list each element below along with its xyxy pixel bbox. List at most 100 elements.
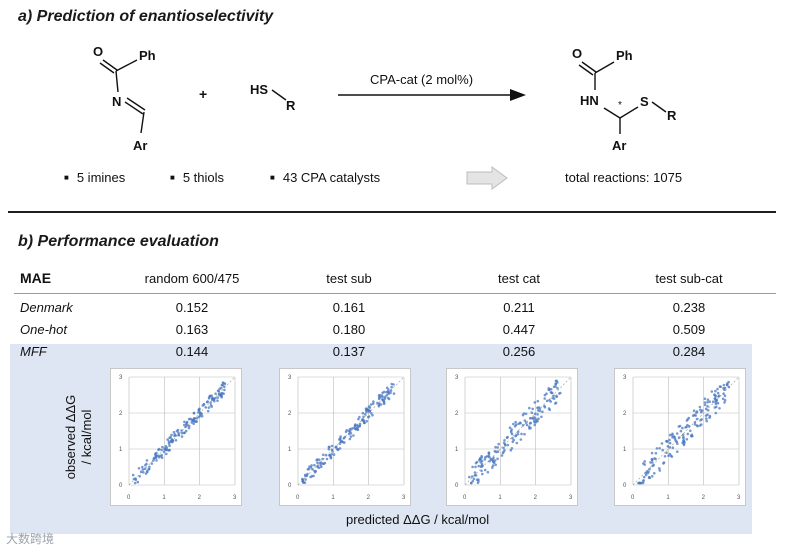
scatter-point — [555, 395, 558, 399]
tick-label: 2 — [288, 411, 292, 417]
scatter-point — [348, 437, 352, 441]
scatter-point — [160, 448, 163, 452]
scatter-point — [204, 406, 208, 409]
scatter-point — [533, 401, 537, 404]
scatter-point — [362, 421, 366, 424]
tick-label: 1 — [331, 495, 335, 501]
scatter-point — [187, 426, 191, 430]
plus-sign: + — [199, 86, 208, 102]
scatter-point — [161, 445, 164, 449]
scatter-point — [537, 406, 541, 409]
scatter-point — [718, 385, 722, 388]
scatter-point — [315, 458, 318, 462]
scatter-point — [492, 460, 495, 464]
scatter-point — [695, 417, 699, 421]
scatter-point — [139, 470, 143, 473]
scatter-point — [492, 456, 495, 459]
scatter-point — [556, 387, 559, 390]
scatter-point — [197, 411, 200, 414]
scatter-point — [481, 472, 484, 476]
product-sulfur: S — [640, 94, 649, 109]
scatter-point — [514, 420, 517, 424]
scatter-point — [312, 474, 315, 478]
scatter-point — [131, 473, 135, 477]
scatter-point — [503, 439, 506, 442]
cell-value: 0.163 — [175, 322, 209, 337]
scatter-point — [487, 451, 491, 454]
scatter-point — [531, 407, 534, 411]
scatter-point — [361, 419, 364, 422]
header-mae: MAE — [20, 270, 52, 286]
scatter-point — [155, 454, 158, 458]
scatter-point — [385, 394, 389, 397]
scatter-point — [175, 429, 179, 433]
scatter-point — [471, 465, 474, 469]
scatter-point — [512, 422, 515, 426]
scatter-point — [189, 417, 192, 421]
scatter-point — [494, 445, 497, 449]
scatter-point — [308, 465, 311, 468]
scatter-point — [192, 422, 195, 425]
scatter-point — [323, 461, 327, 465]
scatter-point — [677, 436, 681, 439]
tick-label: 1 — [623, 447, 627, 453]
scatter-point — [389, 389, 393, 392]
scatter-point — [491, 466, 494, 469]
scatter-point — [686, 432, 690, 436]
scatter-point — [705, 417, 708, 420]
scatter-point — [357, 417, 360, 421]
imine-aryl: Ar — [133, 138, 147, 153]
scatter-point — [510, 428, 513, 431]
y-axis-label: observed ΔΔG / kcal/mol — [63, 377, 97, 497]
scatter-point — [382, 400, 386, 403]
scatter-point — [668, 433, 672, 437]
scatter-point — [647, 470, 650, 473]
tick-label: 3 — [455, 375, 459, 381]
scatter-point — [519, 438, 523, 441]
tick-label: 0 — [296, 495, 300, 501]
section-b-title: b) Performance evaluation — [18, 233, 219, 250]
scatter-point — [662, 462, 665, 465]
scatter-point — [545, 399, 549, 403]
total-reactions: total reactions: 1075 — [565, 170, 683, 185]
scatter-point — [221, 381, 225, 384]
scatter-point — [137, 467, 141, 470]
scatter-point — [533, 423, 536, 427]
scatter-point — [327, 445, 331, 449]
scatter-point — [666, 445, 670, 448]
scatter-point — [210, 394, 213, 397]
scatter-point — [673, 437, 677, 441]
scatter-point — [387, 392, 390, 396]
scatter-point — [658, 447, 661, 450]
scatter-point — [514, 423, 518, 427]
scatter-point — [366, 415, 370, 419]
scatter-point — [180, 429, 183, 432]
scatter-point — [349, 435, 353, 438]
scatter-point — [643, 460, 646, 463]
scatter-point — [141, 465, 144, 469]
header-random: random 600/475 — [144, 271, 240, 286]
scatter-point — [650, 458, 654, 462]
scatter-point — [209, 401, 212, 404]
scatter-point — [168, 436, 171, 440]
scatter-point — [348, 430, 352, 433]
scatter-point — [676, 450, 679, 453]
scatter-point — [483, 458, 487, 461]
scatter-point — [496, 450, 500, 453]
scatter-point — [136, 480, 140, 484]
scatter-point — [723, 394, 727, 398]
cell-value: 0.137 — [332, 344, 366, 359]
scatter-point — [644, 473, 648, 477]
scatter-point — [338, 447, 342, 450]
scatter-point — [723, 401, 726, 404]
parity-line — [297, 376, 405, 486]
scatter-point — [723, 398, 727, 402]
scatter-point — [218, 393, 221, 397]
scatter-point — [663, 455, 667, 458]
bullet-catalysts: 43 CPA catalysts — [270, 170, 380, 185]
scatter-point — [172, 430, 176, 434]
scatter-point — [687, 416, 691, 420]
scatter-point — [303, 473, 307, 477]
scatter-point — [372, 400, 375, 403]
scatter-point — [187, 424, 191, 428]
